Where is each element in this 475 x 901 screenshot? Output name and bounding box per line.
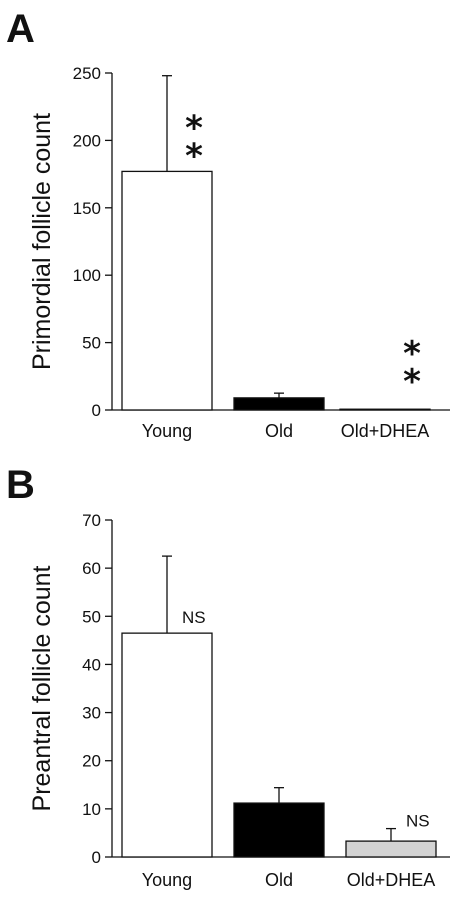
category-label: Old	[265, 421, 293, 441]
bar-old-dhea	[345, 840, 437, 858]
y-tick-label: 10	[82, 800, 101, 819]
y-tick-label: 70	[82, 511, 101, 530]
y-tick-label: 150	[73, 199, 101, 218]
y-axis-label: Primordial follicle count	[28, 113, 56, 370]
y-tick-label: 0	[92, 848, 101, 867]
panel-a-label: A	[6, 7, 35, 51]
category-label: Old+DHEA	[341, 421, 430, 441]
significance-marker: *	[185, 108, 203, 148]
bar-young	[121, 632, 213, 858]
y-tick-label: 60	[82, 559, 101, 578]
category-label: Old+DHEA	[347, 870, 436, 890]
y-tick-label: 250	[73, 64, 101, 83]
category-label: Old	[265, 870, 293, 890]
y-tick-label: 50	[82, 607, 101, 626]
bar-old	[233, 802, 325, 858]
significance-marker: NS	[406, 812, 430, 831]
bar-young	[121, 170, 213, 411]
significance-marker: *	[403, 334, 421, 374]
panel-b-label: B	[6, 463, 35, 507]
significance-marker: *	[403, 362, 421, 402]
y-tick-label: 50	[82, 334, 101, 353]
y-tick-label: 40	[82, 655, 101, 674]
y-tick-label: 20	[82, 752, 101, 771]
category-label: Young	[142, 870, 192, 890]
y-axis-label: Preantral follicle count	[28, 565, 56, 811]
significance-marker: *	[185, 136, 203, 176]
y-tick-label: 100	[73, 266, 101, 285]
significance-marker: NS	[182, 608, 206, 627]
panel-b-chart: 0 10 20 30 40 50 60 70 Preantral follicle count Y…	[28, 511, 450, 890]
y-tick-label: 0	[92, 401, 101, 420]
y-tick-label: 200	[73, 131, 101, 150]
bar-old	[233, 397, 325, 411]
y-tick-label: 30	[82, 704, 101, 723]
category-label: Young	[142, 421, 192, 441]
bar-old-dhea	[339, 408, 431, 411]
panel-a-chart: 0 50 100 150 200 250 Primordial follicle count…	[28, 64, 450, 441]
